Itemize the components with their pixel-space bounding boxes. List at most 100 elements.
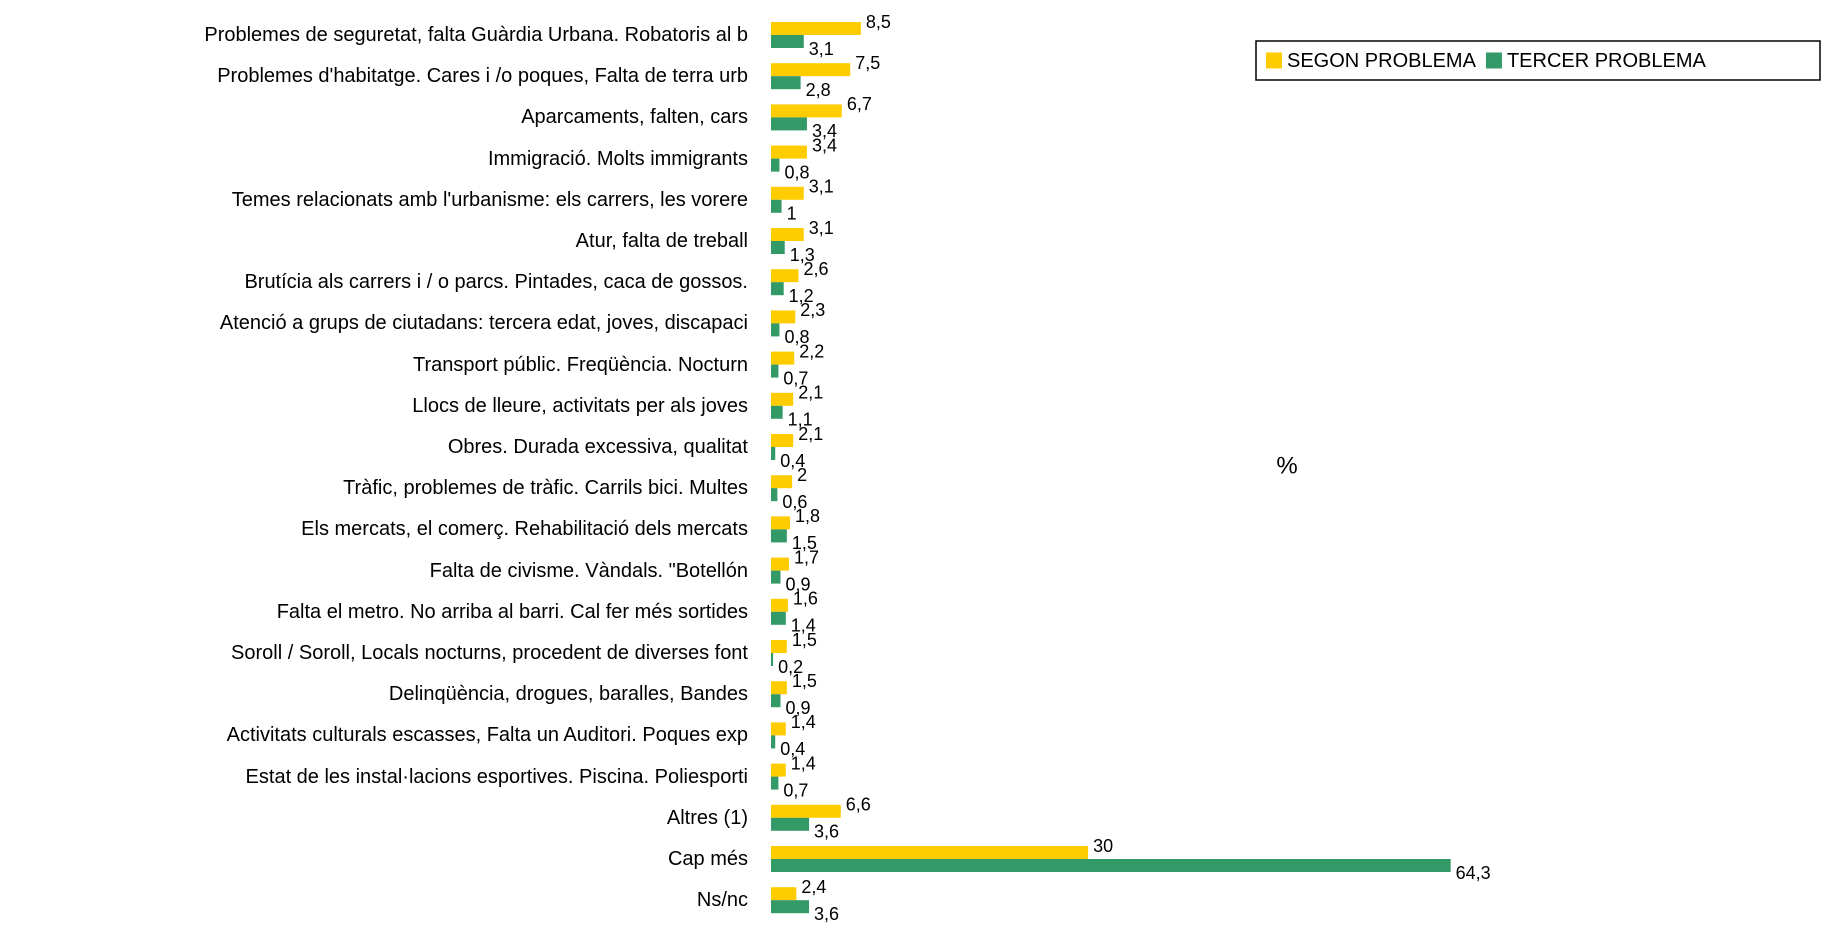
value-label: 0,7	[783, 780, 808, 800]
bar	[771, 763, 786, 777]
bar	[771, 186, 804, 200]
category-label: Estat de les instal·lacions esportives. …	[245, 765, 748, 788]
bar	[771, 488, 778, 502]
bar	[771, 735, 776, 749]
bar	[771, 611, 786, 625]
bar	[771, 104, 842, 118]
bar	[771, 269, 799, 283]
value-label: 8,5	[866, 12, 891, 32]
value-label: 3,4	[812, 135, 837, 155]
bar	[771, 351, 795, 365]
value-label: 3,1	[809, 177, 834, 197]
value-label: 1,2	[789, 286, 814, 306]
value-label: 64,3	[1456, 863, 1491, 883]
bar	[771, 516, 791, 530]
value-label: 1,5	[792, 630, 817, 650]
bar	[771, 846, 1089, 859]
legend-swatch	[1485, 52, 1502, 69]
category-label: Transport públic. Freqüència. Nocturn	[413, 353, 748, 376]
value-label: 3,1	[809, 218, 834, 238]
value-label: 2,2	[799, 341, 824, 361]
category-label: Obres. Durada excessiva, qualitat	[447, 436, 748, 458]
value-label: 0,2	[778, 657, 803, 677]
value-label: 3,6	[814, 822, 839, 842]
bar	[771, 199, 782, 213]
category-label: Delinqüència, drogues, baralles, Bandes	[388, 683, 748, 706]
value-label: 0,9	[786, 698, 811, 718]
bar	[771, 158, 780, 172]
bar	[771, 598, 788, 612]
bar	[771, 364, 779, 378]
category-label: Atenció a grups de ciutadans: tercera ed…	[219, 312, 748, 335]
bar	[771, 529, 787, 543]
category-label: Els mercats, el comerç. Rehabilitació de…	[301, 518, 748, 541]
value-label: 1,4	[791, 712, 816, 732]
category-label: Falta de civisme. Vàndals. "Botellón	[429, 559, 748, 582]
category-label: Altres (1)	[666, 806, 748, 829]
bar	[771, 35, 804, 48]
value-label: 1,1	[788, 410, 813, 430]
value-label: 30	[1093, 836, 1113, 856]
category-label: Brutícia als carrers i / o parcs. Pintad…	[244, 271, 748, 294]
bar	[771, 76, 801, 90]
category-label: Falta el metro. No arriba al barri. Cal …	[276, 600, 748, 623]
bar	[771, 776, 779, 790]
value-label: 2,3	[800, 300, 825, 320]
value-label: 0,7	[783, 368, 808, 388]
category-label: Soroll / Soroll, Locals nocturns, proced…	[231, 642, 748, 664]
category-label: Immigració. Molts immigrants	[487, 147, 748, 170]
value-label: 3,4	[812, 121, 837, 141]
value-label: 2,4	[801, 877, 826, 897]
category-label: Temes relacionats amb l'urbanisme: els c…	[231, 188, 748, 211]
value-label: 2,8	[806, 80, 831, 100]
bar	[771, 447, 776, 460]
value-label: 1	[787, 204, 797, 224]
bar	[771, 405, 783, 419]
value-label: 0,6	[782, 492, 807, 512]
value-label: 1,3	[790, 245, 815, 265]
bar	[771, 653, 774, 666]
bar	[771, 722, 786, 736]
value-label: 0,4	[780, 451, 805, 471]
value-label: 0,9	[786, 574, 811, 594]
bar	[771, 434, 794, 447]
value-label: 1,6	[793, 589, 818, 609]
legend-label: TERCER PROBLEMA	[1507, 50, 1707, 72]
value-label: 1,5	[792, 533, 817, 553]
bar	[771, 228, 804, 241]
value-label: 6,7	[847, 94, 872, 114]
value-label: 2	[797, 465, 807, 485]
bar	[771, 63, 851, 77]
value-label: 1,5	[792, 671, 817, 691]
value-label: 0,8	[784, 327, 809, 347]
bar	[771, 887, 797, 901]
bar	[771, 241, 785, 254]
axis-label: %	[1276, 452, 1297, 479]
value-label: 2,1	[798, 383, 823, 403]
category-label: Activitats culturals escasses, Falta un …	[226, 724, 748, 747]
value-label: 0,4	[780, 739, 805, 759]
value-label: 1,8	[795, 506, 820, 526]
bar	[771, 557, 789, 571]
legend-box	[1255, 40, 1821, 81]
category-label: Ns/nc	[696, 889, 748, 912]
value-label: 3,6	[814, 904, 839, 924]
bar	[771, 640, 787, 653]
bar	[771, 859, 1451, 872]
bar	[771, 900, 810, 914]
category-label: Tràfic, problemes de tràfic. Carrils bic…	[343, 477, 748, 500]
bar	[771, 804, 841, 818]
value-label: 1,7	[794, 547, 819, 567]
bar	[771, 145, 807, 159]
bar	[771, 117, 807, 131]
bar	[771, 392, 794, 406]
bar	[771, 817, 810, 831]
bar	[771, 681, 787, 695]
category-label: Atur, falta de treball	[575, 230, 748, 252]
value-label: 2,6	[803, 259, 828, 279]
bar	[771, 22, 861, 35]
category-label: Problemes de seguretat, falta Guàrdia Ur…	[204, 24, 748, 46]
category-label: Llocs de lleure, activitats per als jove…	[412, 394, 748, 417]
